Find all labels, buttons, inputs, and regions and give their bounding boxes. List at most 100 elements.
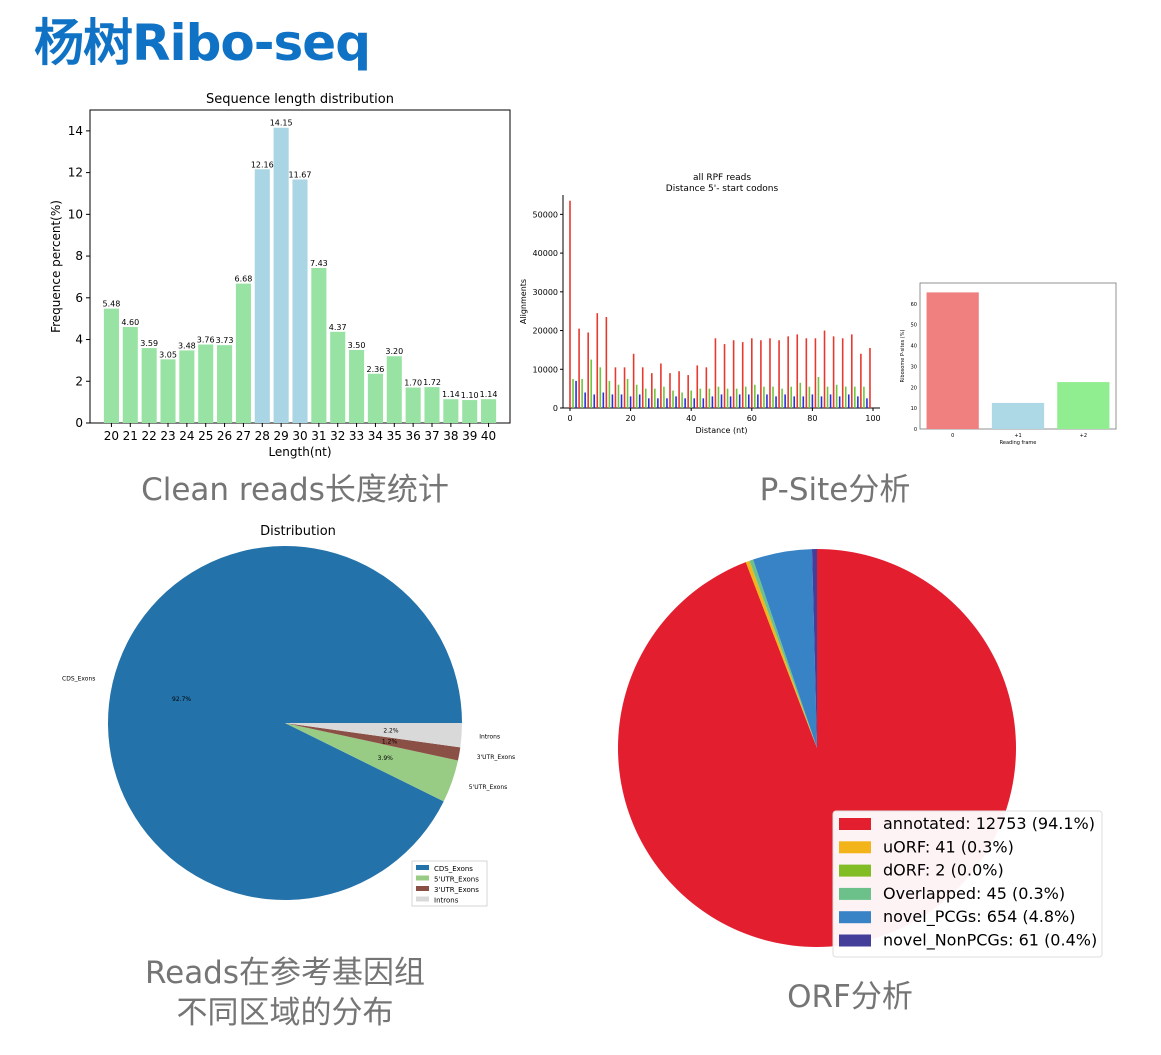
- bar: [349, 349, 365, 423]
- legend-swatch: [416, 896, 429, 902]
- data-label: 14.15: [270, 119, 293, 128]
- page-title: 杨树Ribo-seq: [34, 14, 371, 72]
- legend-swatch: [416, 865, 429, 870]
- x-tick-label: 31: [311, 429, 326, 443]
- x-tick-label: 28: [255, 429, 270, 443]
- bar: [1057, 382, 1110, 429]
- bar: [462, 400, 478, 423]
- bar: [991, 402, 1045, 429]
- slice-label: CDS_Exons: [62, 676, 95, 683]
- data-label: 11.67: [289, 170, 312, 179]
- bar: [443, 399, 459, 423]
- x-tick-label: 23: [160, 429, 175, 443]
- y-tick-label: 0: [914, 427, 917, 433]
- caption-distribution-line2: 不同区域的分布: [176, 995, 394, 1032]
- y-tick-label: 0: [553, 404, 558, 413]
- x-tick-label: 80: [807, 414, 817, 423]
- x-tick-label: 29: [274, 429, 289, 443]
- chart-title-line2: Distance 5'- start codons: [666, 184, 779, 194]
- y-axis-label: Ribosome P-sites (%): [900, 330, 906, 383]
- x-tick-label: 36: [406, 429, 421, 443]
- y-tick-label: 20: [911, 385, 917, 391]
- slice-label: Introns: [479, 733, 500, 740]
- slice-percent: 3.9%: [378, 755, 394, 762]
- x-tick-label: 60: [747, 414, 757, 423]
- x-tick-label: 0: [951, 433, 954, 439]
- data-label: 3.20: [385, 347, 403, 356]
- legend-label: uORF: 41 (0.3%): [883, 837, 1014, 856]
- slice-percent: 92.7%: [172, 696, 191, 703]
- legend-box: [832, 810, 1103, 958]
- data-label: 3.50: [348, 341, 366, 350]
- x-tick-label: 20: [626, 414, 636, 423]
- x-tick-label: 32: [330, 429, 345, 443]
- bar: [254, 169, 270, 423]
- bar: [160, 359, 176, 423]
- bar: [141, 348, 157, 423]
- data-label: 3.59: [140, 339, 158, 348]
- x-tick-label: 30: [292, 429, 307, 443]
- bar: [103, 308, 119, 423]
- x-tick-label: 40: [481, 429, 496, 443]
- bar: [367, 373, 383, 423]
- slice-label: 3'UTR_Exons: [477, 754, 515, 761]
- bar: [926, 292, 979, 429]
- y-tick-label: 60: [911, 302, 917, 308]
- y-tick-label: 30: [911, 364, 917, 370]
- bar: [292, 179, 308, 423]
- slice-percent: 2.2%: [383, 727, 399, 734]
- y-axis-label: Frequence percent(%): [49, 200, 63, 333]
- x-tick-label: 27: [236, 429, 251, 443]
- data-label: 1.14: [480, 390, 498, 399]
- x-tick-label: 100: [865, 414, 880, 423]
- chart-title: Sequence length distribution: [206, 92, 394, 107]
- legend-label: 5'UTR_Exons: [434, 876, 479, 884]
- x-axis-label: Reading frame: [1000, 440, 1037, 446]
- y-tick-label: 10000: [533, 365, 558, 374]
- region-distribution-pie: Distribution CDS_Exons 92.7% 5'UTR_Exons 3.9…: [62, 524, 515, 907]
- data-label: 1.14: [442, 390, 460, 399]
- data-label: 5.48: [103, 300, 121, 309]
- legend-swatch: [839, 841, 871, 854]
- legend-label: 3'UTR_Exons: [434, 886, 479, 894]
- x-tick-label: 39: [462, 429, 477, 443]
- legend-swatch: [416, 875, 429, 881]
- x-tick-label: 37: [424, 429, 439, 443]
- bar: [424, 387, 440, 423]
- x-tick-label: 38: [443, 429, 458, 443]
- chart-title: Distribution: [260, 524, 336, 539]
- data-label: 3.05: [159, 350, 177, 359]
- reading-frame-chart: 0 10 20 30 40 50 60 0 +1 +2 Reading frame Ribosome …: [900, 282, 1117, 446]
- length-distribution-chart: Sequence length distribution024681012145…: [49, 92, 511, 459]
- y-tick-label: 20000: [533, 327, 558, 336]
- pie-slice: [285, 723, 461, 761]
- pie-slice: [811, 549, 817, 748]
- y-tick-label: 10: [911, 406, 917, 412]
- caption-distribution-line1: Reads在参考基因组: [144, 955, 426, 991]
- legend-label: Overlapped: 45 (0.3%): [883, 884, 1065, 903]
- x-tick-label: 34: [368, 429, 383, 443]
- y-tick-label: 0: [75, 416, 83, 430]
- x-tick-label: 24: [179, 429, 194, 443]
- y-tick-label: 4: [75, 333, 83, 347]
- y-tick-label: 6: [75, 291, 83, 305]
- bar: [235, 283, 251, 423]
- legend-label: annotated: 12753 (94.1%): [883, 814, 1095, 833]
- legend-label: novel_PCGs: 654 (4.8%): [883, 907, 1075, 927]
- bar: [330, 331, 346, 423]
- bar: [481, 399, 497, 423]
- x-tick-label: 20: [104, 429, 119, 443]
- data-label: 3.48: [178, 341, 196, 350]
- y-tick-label: 30000: [533, 288, 558, 297]
- y-axis-label: Alignments: [519, 279, 528, 324]
- x-tick-label: 33: [349, 429, 364, 443]
- y-tick-label: 50000: [533, 210, 558, 219]
- legend-label: CDS_Exons: [434, 865, 473, 873]
- slice-percent: 1.2%: [382, 739, 398, 746]
- data-label: 12.16: [251, 160, 274, 169]
- data-label: 3.76: [197, 336, 215, 345]
- y-tick-label: 40000: [533, 249, 558, 258]
- data-label: 3.73: [216, 336, 234, 345]
- legend-swatch: [839, 818, 871, 830]
